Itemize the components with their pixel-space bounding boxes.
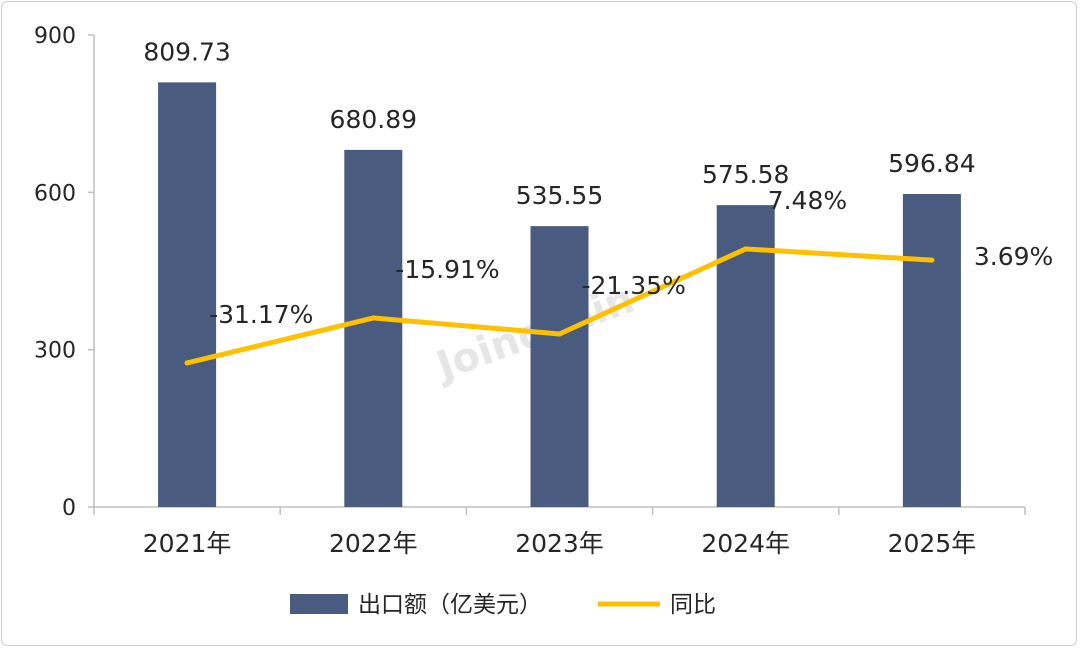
x-tick-label: 2024年: [701, 529, 790, 558]
legend: 出口额（亿美元） 同比: [290, 592, 716, 618]
y-tick-label: 0: [62, 496, 76, 521]
x-tick-label: 2023年: [515, 529, 604, 558]
line-value-label: -21.35%: [582, 271, 686, 300]
x-tick-label: 2021年: [143, 529, 232, 558]
bar-value-label: 575.58: [702, 160, 789, 189]
data-labels: 809.73 680.89 535.55 575.58 596.84 -31.17% -15…: [143, 37, 1053, 329]
legend-swatch-bar: [290, 594, 348, 614]
y-tick-label: 900: [34, 24, 76, 49]
bar: [530, 226, 589, 507]
bar: [158, 82, 217, 507]
bar-series: [158, 82, 961, 508]
line-value-label: -15.91%: [395, 255, 499, 284]
y-tick-label: 600: [34, 181, 76, 206]
line-point: [557, 331, 562, 337]
line-point: [370, 315, 376, 321]
bar: [902, 193, 961, 507]
axes: 0 300 600 900 2021年 2022年 2023年 2024年 2025年: [34, 24, 1026, 558]
line-series: [184, 246, 935, 366]
x-tick-label: 2022年: [329, 529, 418, 558]
bar-value-label: 535.55: [516, 181, 603, 210]
y-tick-label: 300: [34, 339, 76, 364]
legend-label-line: 同比: [670, 592, 716, 618]
legend-label-bar: 出口额（亿美元）: [358, 592, 542, 618]
bar-value-label: 680.89: [330, 105, 417, 134]
line-point: [184, 360, 190, 366]
bar: [344, 149, 403, 508]
line-value-label: 7.48%: [768, 186, 847, 215]
line-point: [743, 246, 749, 252]
line-value-label: 3.69%: [974, 242, 1053, 271]
bar-value-label: 596.84: [888, 149, 975, 178]
bar-value-label: 809.73: [143, 37, 230, 66]
line-value-label: -31.17%: [209, 300, 313, 329]
line-point: [929, 257, 935, 263]
x-tick-label: 2025年: [888, 529, 977, 558]
